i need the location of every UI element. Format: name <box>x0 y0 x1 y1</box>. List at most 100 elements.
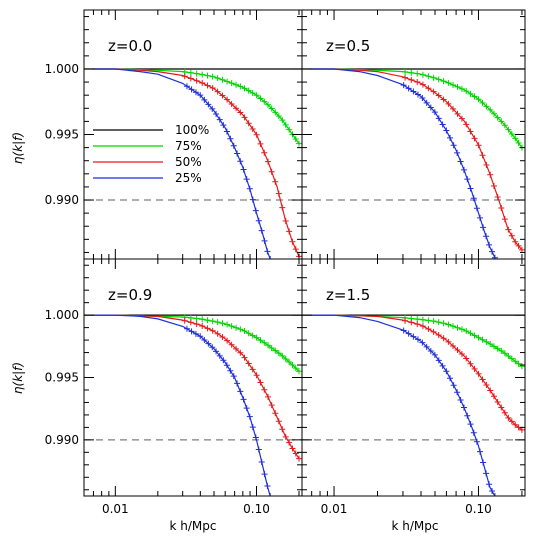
data-marker-50pct-1 <box>508 232 515 239</box>
data-marker-50pct-2 <box>279 426 286 433</box>
data-marker-75pct-1 <box>414 70 421 77</box>
data-marker-25pct-2 <box>205 340 212 347</box>
data-marker-25pct-1 <box>464 176 471 183</box>
data-marker-25pct-0 <box>201 96 208 103</box>
x-tick-label-3: 0.01 <box>321 502 348 516</box>
data-marker-75pct-0 <box>257 95 264 102</box>
y-tick-label-2: 0.995 <box>45 371 79 385</box>
data-marker-50pct-3 <box>408 319 415 326</box>
data-marker-75pct-3 <box>419 316 426 323</box>
panel-2: 1.000 0.995 0.990 0.01 0.10 z=0.9 <box>45 258 303 516</box>
data-marker-25pct-2 <box>216 352 223 359</box>
data-marker-75pct-1 <box>508 131 515 138</box>
data-marker-75pct-2 <box>241 328 248 335</box>
data-marker-75pct-0 <box>292 136 299 143</box>
data-marker-75pct-1 <box>475 96 482 103</box>
data-marker-25pct-1 <box>477 214 484 221</box>
data-marker-50pct-1 <box>475 142 482 149</box>
data-marker-25pct-1 <box>473 205 480 212</box>
data-marker-75pct-2 <box>204 317 211 324</box>
data-marker-50pct-0 <box>228 101 235 108</box>
data-marker-50pct-1 <box>490 182 497 189</box>
data-marker-25pct-2 <box>213 348 220 355</box>
data-marker-25pct-0 <box>216 116 223 123</box>
data-marker-75pct-1 <box>425 73 432 80</box>
data-marker-50pct-0 <box>275 190 282 197</box>
data-marker-25pct-2 <box>243 405 250 412</box>
data-marker-75pct-0 <box>204 72 211 79</box>
data-marker-75pct-3 <box>501 350 508 357</box>
data-marker-25pct-1 <box>427 104 434 111</box>
data-marker-75pct-0 <box>187 69 194 76</box>
data-marker-75pct-0 <box>286 126 293 133</box>
data-marker-75pct-1 <box>440 78 447 85</box>
data-marker-25pct-0 <box>230 142 237 149</box>
panel-1: z=0.5 <box>301 9 526 260</box>
data-marker-25pct-3 <box>405 330 412 337</box>
data-marker-50pct-2 <box>296 455 302 462</box>
data-marker-50pct-3 <box>425 326 432 333</box>
data-marker-50pct-2 <box>181 317 188 324</box>
data-marker-25pct-2 <box>267 493 274 496</box>
data-marker-75pct-3 <box>425 317 432 324</box>
data-marker-25pct-1 <box>491 254 498 259</box>
data-marker-75pct-3 <box>512 358 519 365</box>
data-marker-50pct-0 <box>282 217 289 224</box>
data-marker-50pct-1 <box>430 88 437 95</box>
data-marker-25pct-3 <box>457 396 464 403</box>
x-tick-label-3: 0.10 <box>465 502 492 516</box>
data-marker-25pct-3 <box>460 404 467 411</box>
data-marker-25pct-3 <box>400 327 407 334</box>
data-marker-50pct-0 <box>272 178 279 185</box>
data-marker-25pct-3 <box>431 351 438 358</box>
data-marker-25pct-1 <box>460 166 467 173</box>
data-marker-75pct-0 <box>249 89 256 96</box>
data-marker-50pct-0 <box>245 120 252 127</box>
data-marker-50pct-2 <box>228 341 235 348</box>
data-marker-75pct-2 <box>245 330 252 337</box>
data-marker-75pct-0 <box>214 75 221 82</box>
data-marker-50pct-3 <box>505 414 512 421</box>
data-marker-75pct-0 <box>282 121 289 128</box>
plot-area-3 <box>302 314 525 496</box>
data-marker-50pct-1 <box>518 246 525 253</box>
data-marker-25pct-2 <box>188 328 195 335</box>
data-marker-25pct-3 <box>414 336 421 343</box>
data-marker-75pct-1 <box>454 83 461 90</box>
data-marker-25pct-0 <box>246 185 253 192</box>
data-marker-75pct-2 <box>257 337 264 344</box>
data-marker-75pct-3 <box>458 326 465 333</box>
data-marker-25pct-1 <box>447 134 454 141</box>
data-marker-75pct-0 <box>241 85 248 92</box>
data-marker-75pct-3 <box>445 321 452 328</box>
data-marker-25pct-2 <box>264 483 271 490</box>
data-marker-25pct-3 <box>447 375 454 382</box>
data-marker-75pct-2 <box>268 344 275 351</box>
data-marker-25pct-3 <box>470 429 477 436</box>
data-marker-50pct-0 <box>237 109 244 116</box>
plot-area-2 <box>84 314 302 496</box>
legend-label-0: 100% <box>175 123 209 137</box>
data-marker-25pct-1 <box>470 195 477 202</box>
data-marker-25pct-1 <box>431 109 438 116</box>
data-marker-50pct-0 <box>224 96 231 103</box>
data-marker-25pct-3 <box>486 481 493 488</box>
data-marker-75pct-1 <box>483 103 490 110</box>
data-marker-75pct-2 <box>224 321 231 328</box>
data-marker-25pct-1 <box>423 99 430 106</box>
panel-label-0: z=0.0 <box>108 37 152 55</box>
data-marker-25pct-1 <box>467 185 474 192</box>
data-marker-50pct-3 <box>479 376 486 383</box>
data-marker-25pct-2 <box>227 367 234 374</box>
panel-label-3: z=1.5 <box>326 286 370 304</box>
data-marker-75pct-1 <box>487 106 494 113</box>
data-marker-50pct-2 <box>245 360 252 367</box>
data-marker-50pct-1 <box>479 152 486 159</box>
data-marker-75pct-2 <box>292 365 299 372</box>
data-marker-50pct-2 <box>292 450 299 457</box>
data-marker-75pct-3 <box>483 338 490 345</box>
data-marker-75pct-0 <box>253 92 260 99</box>
data-marker-50pct-3 <box>445 338 452 345</box>
x-axis-title-left: k h/Mpc <box>170 519 217 533</box>
